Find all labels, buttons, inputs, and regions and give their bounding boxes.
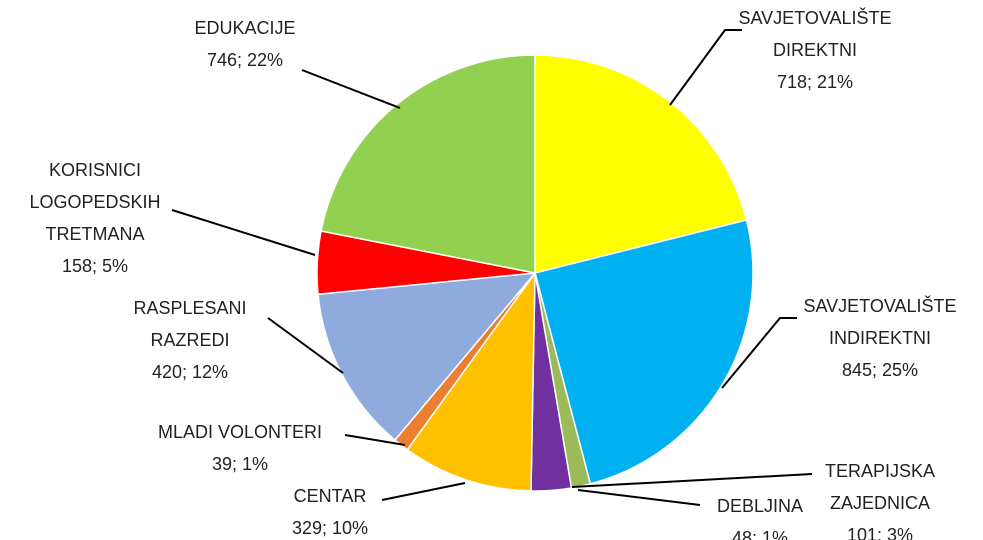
leader-line — [721, 317, 797, 389]
leader-line — [301, 69, 401, 109]
leader-line — [344, 434, 406, 446]
slice-label: SAVJETOVALIŠTE DIREKTNI — [738, 8, 892, 60]
leader-line — [571, 473, 813, 488]
slice-label: TERAPIJSKA ZAJEDNICA — [824, 461, 936, 513]
value-label: 746; 22% — [206, 50, 284, 70]
value-label: 48; 1% — [731, 528, 789, 540]
value-label: 845; 25% — [841, 360, 919, 380]
value-label: 158; 5% — [61, 256, 129, 276]
leader-line — [577, 489, 701, 506]
value-label: 39; 1% — [211, 454, 269, 474]
pie-slice — [320, 54, 536, 274]
leader-line — [669, 29, 742, 106]
leader-line — [267, 317, 344, 374]
slice-label: SAVJETOVALIŠTE INDIREKTNI — [803, 296, 957, 348]
value-label: 420; 12% — [151, 362, 229, 382]
leader-line — [381, 482, 466, 501]
value-label: 329; 10% — [291, 518, 369, 538]
slice-label: RASPLESANI RAZREDI — [133, 298, 247, 350]
leader-line — [171, 209, 316, 256]
slice-label: EDUKACIJE — [194, 18, 296, 38]
value-label: 718; 21% — [776, 72, 854, 92]
slice-label: MLADI VOLONTERI — [157, 422, 323, 442]
slice-label: CENTAR — [293, 486, 367, 506]
slice-label: DEBLJINA — [716, 496, 804, 516]
value-label: 101; 3% — [846, 525, 914, 540]
pie-slice — [534, 219, 754, 485]
pie-slice — [406, 270, 536, 492]
pie-slice — [317, 272, 537, 442]
slice-label: KORISNICI LOGOPEDSKIH TRETMANA — [29, 160, 161, 244]
pie-slice — [534, 54, 748, 274]
